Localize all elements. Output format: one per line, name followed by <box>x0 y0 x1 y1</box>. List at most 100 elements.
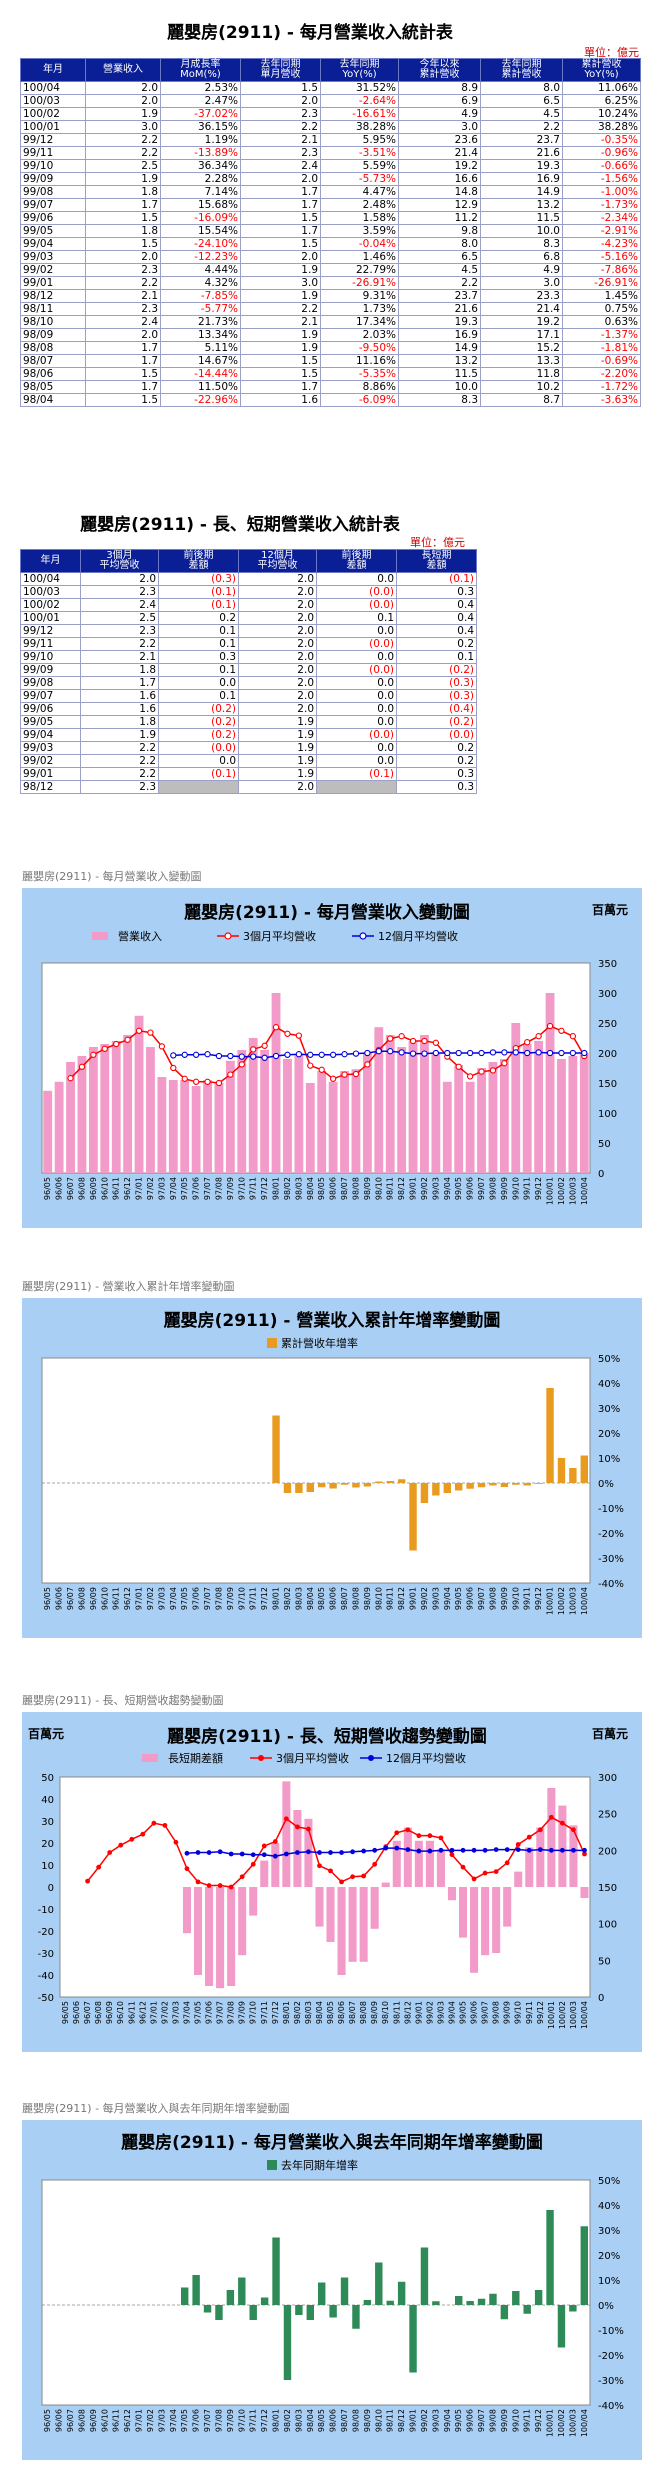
revenue-bar <box>511 1023 521 1173</box>
avg3-line-point <box>227 1071 234 1078</box>
x-tick-label: 98/07 <box>340 2409 349 2432</box>
table2-cell: 0.0 <box>316 676 397 690</box>
avg12-line-point <box>537 1847 543 1852</box>
x-tick-label: 97/08 <box>214 1587 223 1610</box>
table1-cell: 8.0 <box>480 81 563 95</box>
revenue-bar <box>374 1027 384 1173</box>
avg3-line-point <box>405 1827 411 1833</box>
diff-bar <box>370 1887 379 1929</box>
x-tick-label: 99/05 <box>459 2001 468 2024</box>
x-tick-label: 97/09 <box>226 2409 235 2432</box>
table1-cell: 2.0 <box>240 172 321 186</box>
avg3-line-point <box>283 1816 289 1822</box>
table1-cell: 8.7 <box>480 393 563 407</box>
table2-cell: 2.2 <box>80 637 159 651</box>
table1-cell: -16.09% <box>160 211 241 225</box>
chart3-panel: 麗嬰房(2911) - 長、短期營收趨勢變動圖 百萬元 百萬元 長短期差額 3個月平均營… <box>22 1712 642 2052</box>
x-tick-label: 100/03 <box>569 2001 578 2029</box>
legend-label: 去年同期年增率 <box>281 2158 358 2172</box>
table2-cell: 2.0 <box>238 780 317 794</box>
x-tick-label: 97/04 <box>169 1587 178 1610</box>
yoy-bar <box>489 2293 497 2305</box>
table2-cell: 0.0 <box>316 689 397 703</box>
table1-cell: 0.63% <box>562 315 641 329</box>
x-tick-label: 98/07 <box>340 1587 349 1610</box>
table1-cell: 2.0 <box>85 81 161 95</box>
y-left-tick-label: 10 <box>41 1861 54 1872</box>
table1-cell: 2.3 <box>240 107 321 121</box>
x-tick-label: 97/08 <box>214 2409 223 2432</box>
legend-swatch <box>92 932 108 940</box>
y-right-tick-label: 50 <box>598 1956 611 1967</box>
table1-cell: 13.2 <box>480 198 563 212</box>
x-tick-label: 99/01 <box>409 1177 418 1200</box>
yoy-bar <box>477 1483 486 1488</box>
revenue-bar <box>111 1041 121 1173</box>
table1-cell: -12.23% <box>160 250 241 264</box>
x-tick-label: 98/11 <box>392 2001 401 2024</box>
yoy-bar <box>363 2300 372 2305</box>
avg3-line-point <box>306 1826 311 1832</box>
table2-cell: 0.0 <box>158 676 239 690</box>
revenue-bar <box>100 1044 110 1173</box>
table1-cell: 9.31% <box>320 289 399 303</box>
revenue-bar <box>442 1081 452 1173</box>
avg3-line-point <box>118 1842 124 1848</box>
table1-cell: 14.9 <box>398 341 481 355</box>
table2-header-1: 3個月 平均營收 <box>80 549 159 573</box>
yoy-bar <box>203 2305 212 2313</box>
x-tick-label: 97/07 <box>203 2409 212 2432</box>
avg12-line-point <box>489 1049 497 1056</box>
diff-bar <box>503 1887 512 1927</box>
table1-cell: 8.86% <box>320 380 399 394</box>
table2-cell: (0.0) <box>316 598 397 612</box>
revenue-bar <box>385 1035 395 1173</box>
table2-cell: 1.9 <box>238 728 317 742</box>
x-tick-label: 100/03 <box>568 2409 577 2437</box>
table1-cell: -26.91% <box>320 276 399 290</box>
yoy-bar <box>329 2305 337 2318</box>
table-row: 99/01 2.2 (0.1) 1.9 (0.1) 0.3 <box>20 767 477 781</box>
table-row: 99/11 2.2 0.1 2.0 (0.0) 0.2 <box>20 637 477 651</box>
table1-cell: 98/11 <box>20 302 86 316</box>
table1-cell: 1.7 <box>240 198 321 212</box>
avg3-line-point <box>394 1830 400 1836</box>
x-tick-label: 96/06 <box>72 2001 81 2024</box>
x-tick-label: 100/01 <box>546 2409 555 2437</box>
table2-cell: 2.0 <box>238 663 317 677</box>
revenue-bar <box>545 993 555 1173</box>
yoy-bar <box>523 1483 531 1486</box>
legend-label: 長短期差額 <box>168 1751 223 1765</box>
x-tick-label: 98/11 <box>386 1587 395 1610</box>
diff-bar <box>205 1887 214 1986</box>
table-row: 98/05 1.7 11.50% 1.7 8.86% 10.0 10.2 -1.72% <box>20 380 641 394</box>
avg12-line-point <box>361 1848 367 1854</box>
table2-cell: 98/12 <box>20 780 81 794</box>
avg12-line-point <box>227 1052 234 1060</box>
diff-bar <box>326 1887 335 1942</box>
table1-cell: 23.7 <box>480 133 563 147</box>
revenue-bar <box>260 1050 270 1173</box>
avg3-line <box>70 1025 585 1084</box>
avg12-line-point <box>215 1052 223 1060</box>
table1-cell: 14.8 <box>398 185 481 199</box>
table1-cell: 21.6 <box>480 146 563 160</box>
plot-area <box>41 2179 591 2406</box>
avg12-line-point <box>512 1049 519 1056</box>
table1-cell: -7.86% <box>562 263 641 277</box>
table2-header-0: 年月 <box>20 549 81 573</box>
x-tick-label: 98/06 <box>329 1177 338 1200</box>
avg3-line-point <box>482 1870 488 1876</box>
table1-cell: 21.4 <box>398 146 481 160</box>
avg12-line-point <box>582 1847 587 1853</box>
table-row: 98/06 1.5 -14.44% 1.5 -5.35% 11.5 11.8 -2.20% <box>20 367 641 381</box>
y-left-tick-label: -50 <box>38 1993 54 2004</box>
yoy-bar <box>500 1483 509 1487</box>
y-tick-label: 50% <box>598 1354 620 1365</box>
table2-cell: 1.9 <box>238 741 317 755</box>
x-tick-label: 96/11 <box>112 1587 121 1610</box>
yoy-bar <box>432 2301 440 2305</box>
table2-cell: (0.3) <box>396 689 477 703</box>
x-tick-label: 98/09 <box>363 2409 372 2432</box>
